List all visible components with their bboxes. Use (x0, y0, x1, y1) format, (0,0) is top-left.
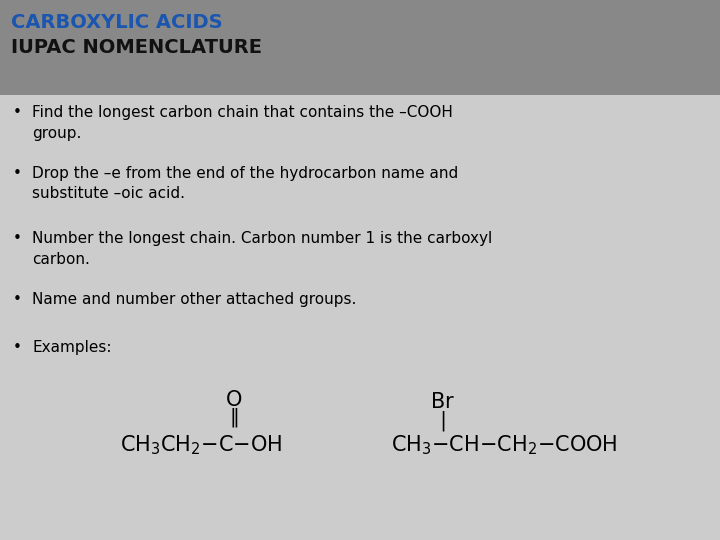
Text: $\mathrm{O}$: $\mathrm{O}$ (225, 389, 243, 410)
Text: IUPAC NOMENCLATURE: IUPAC NOMENCLATURE (11, 38, 262, 57)
Text: Examples:: Examples: (32, 340, 112, 355)
Text: •: • (13, 231, 22, 246)
Text: $\mathrm{CH_3{-}CH{-}CH_2{-}COOH}$: $\mathrm{CH_3{-}CH{-}CH_2{-}COOH}$ (391, 434, 617, 457)
Text: Drop the –e from the end of the hydrocarbon name and
substitute –oic acid.: Drop the –e from the end of the hydrocar… (32, 166, 459, 201)
Text: •: • (13, 292, 22, 307)
Text: Name and number other attached groups.: Name and number other attached groups. (32, 292, 357, 307)
Text: •: • (13, 105, 22, 120)
Text: |: | (439, 410, 446, 431)
Text: $\mathrm{Br}$: $\mathrm{Br}$ (431, 392, 455, 413)
Text: Find the longest carbon chain that contains the –COOH
group.: Find the longest carbon chain that conta… (32, 105, 454, 141)
Text: •: • (13, 166, 22, 181)
Bar (0, 0, 720, 94)
Text: $\mathrm{CH_3CH_2{-}C{-}OH}$: $\mathrm{CH_3CH_2{-}C{-}OH}$ (120, 434, 283, 457)
Text: •: • (13, 340, 22, 355)
Text: $\|$: $\|$ (230, 406, 238, 429)
Text: CARBOXYLIC ACIDS: CARBOXYLIC ACIDS (11, 14, 222, 32)
Text: Number the longest chain. Carbon number 1 is the carboxyl
carbon.: Number the longest chain. Carbon number … (32, 231, 492, 267)
